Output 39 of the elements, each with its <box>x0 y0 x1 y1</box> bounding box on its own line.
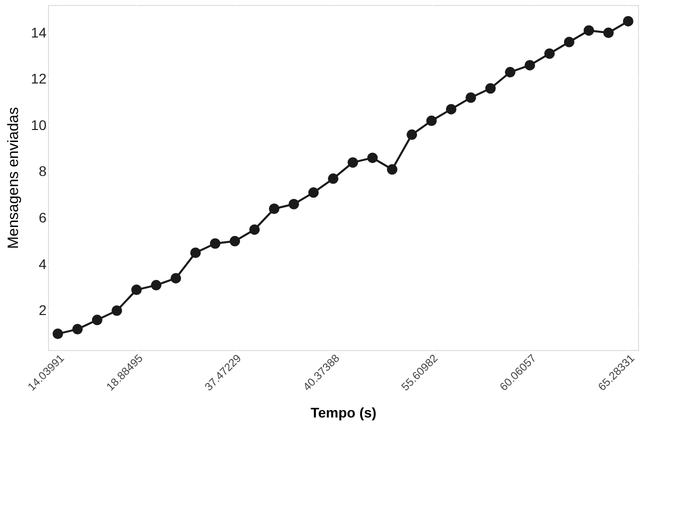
point <box>170 272 182 284</box>
point <box>52 328 64 340</box>
point <box>386 164 398 175</box>
point <box>72 324 83 334</box>
point <box>328 173 338 184</box>
point <box>190 248 201 258</box>
point <box>131 284 142 296</box>
point <box>504 66 516 78</box>
y-tick-label: 6 <box>38 210 47 226</box>
point <box>544 48 555 59</box>
y-tick-label: 2 <box>38 302 47 318</box>
point <box>622 16 634 26</box>
y-tick-label: 8 <box>38 163 47 180</box>
point <box>230 236 240 246</box>
point <box>485 83 496 94</box>
point <box>92 314 102 326</box>
y-axis-title: Mensagens enviadas <box>4 107 22 249</box>
y-tick-label: 12 <box>30 70 47 87</box>
x-axis-title: Tempo (s) <box>310 404 376 421</box>
point <box>603 28 614 38</box>
point <box>150 280 162 290</box>
point <box>426 116 437 126</box>
point <box>288 198 300 210</box>
point <box>210 238 220 249</box>
point <box>524 60 536 70</box>
y-tick-label: 10 <box>30 116 47 133</box>
point <box>249 224 260 235</box>
point <box>466 92 476 103</box>
point <box>268 204 280 214</box>
point <box>308 187 319 198</box>
point <box>112 305 122 316</box>
point <box>564 36 574 48</box>
y-tick-label: 4 <box>38 256 47 272</box>
y-tick-label: 14 <box>30 24 47 40</box>
point <box>584 25 594 36</box>
point <box>348 157 358 168</box>
point <box>367 152 378 164</box>
point <box>406 129 418 140</box>
point <box>446 104 456 114</box>
